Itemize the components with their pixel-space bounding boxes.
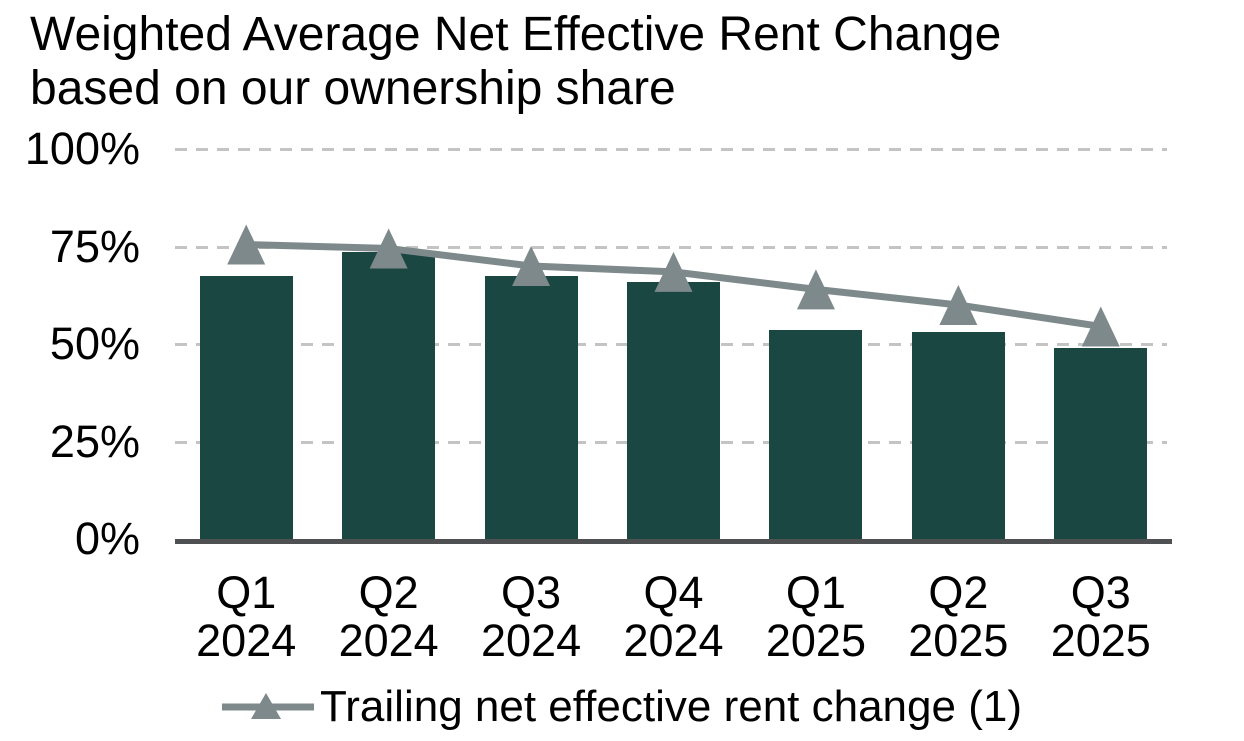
legend-marker-icon: [222, 693, 315, 719]
chart-title: Weighted Average Net Effective Rent Chan…: [30, 8, 1001, 116]
bar-q4-2024: [627, 281, 720, 543]
legend: Trailing net effective rent change (1): [0, 682, 1244, 732]
x-label-q2-2025: Q2 2025: [908, 567, 1009, 666]
trend-marker-icon: [939, 285, 978, 325]
gridline-75: [175, 245, 1167, 249]
bar-q2-2025: [911, 332, 1005, 543]
x-label-q1-2025: Q1 2025: [765, 567, 866, 666]
x-label-q2-2024: Q2 2024: [338, 567, 439, 666]
x-label-q4-2024: Q4 2024: [623, 567, 724, 666]
legend-label: Trailing net effective rent change (1): [320, 682, 1022, 731]
y-tick-label-75: 75%: [49, 220, 140, 272]
trend-marker-icon: [796, 269, 835, 310]
chart-title-line2: based on our ownership share: [30, 62, 676, 115]
bar-q2-2024: [342, 252, 436, 543]
y-tick-label-100: 100%: [24, 123, 140, 174]
x-label-q1-2024: Q1 2024: [196, 567, 297, 666]
gridline-100: [175, 148, 1167, 151]
bar-q1-2025: [769, 330, 863, 543]
bar-q3-2024: [484, 275, 578, 543]
chart-title-line1: Weighted Average Net Effective Rent Chan…: [30, 8, 1002, 61]
x-label-q3-2025: Q3 2025: [1050, 567, 1151, 666]
x-label-q3-2024: Q3 2024: [481, 567, 582, 666]
x-axis-line: [175, 539, 1172, 544]
bar-q1-2024: [199, 275, 293, 543]
y-tick-label-0: 0%: [74, 513, 140, 564]
y-tick-label-50: 50%: [49, 318, 140, 369]
y-tick-label-25: 25%: [49, 415, 140, 467]
trend-marker-icon: [1081, 306, 1120, 347]
bar-q3-2025: [1054, 347, 1148, 543]
